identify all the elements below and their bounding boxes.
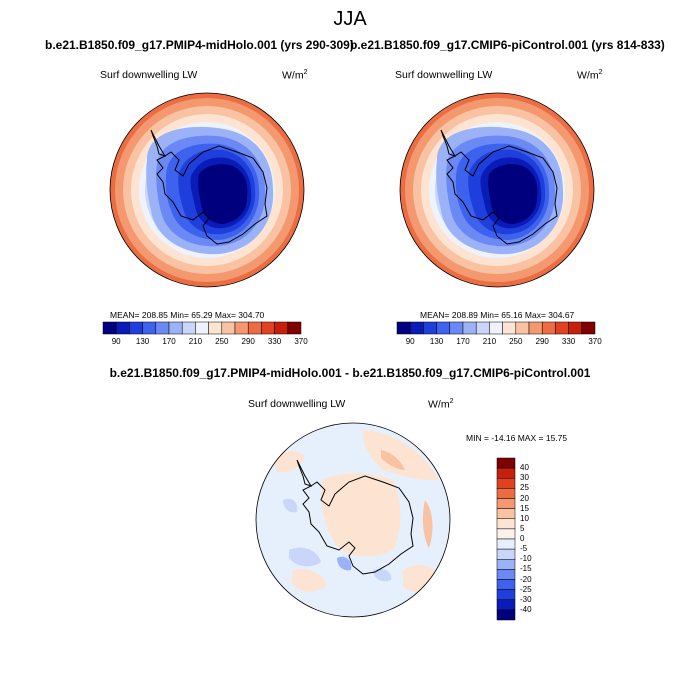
right-variable-label: Surf downwelling LW <box>395 69 493 81</box>
left-colorbar <box>102 321 302 335</box>
colorbar-tick-label: 170 <box>456 337 470 346</box>
colorbar-tick-label: 370 <box>588 337 602 346</box>
colorbar-tick-label: 330 <box>267 337 282 346</box>
right-stats: MEAN= 208.89 Min= 65.16 Max= 304.67 <box>420 310 575 320</box>
colorbar-tick-label: 30 <box>520 473 529 483</box>
right-run-title: b.e21.B1850.f09_g17.CMIP6-piControl.001 … <box>350 38 665 52</box>
colorbar-tick-label: 15 <box>520 503 529 513</box>
colorbar-tick-label: -10 <box>520 554 532 564</box>
colorbar-tick-label: 170 <box>162 337 176 346</box>
diff-variable-label: Surf downwelling LW <box>248 398 346 410</box>
difference-title: b.e21.B1850.f09_g17.PMIP4-midHolo.001 - … <box>109 366 591 380</box>
colorbar-tick-label: 210 <box>482 337 497 346</box>
left-variable-label: Surf downwelling LW <box>100 69 198 81</box>
diff-units-label: W/m2 <box>428 398 454 411</box>
colorbar-tick-label: 210 <box>188 337 203 346</box>
colorbar-tick-label: 290 <box>241 337 255 346</box>
colorbar-tick-label: -15 <box>520 564 532 574</box>
difference-polar-map <box>255 422 451 618</box>
right-polar-map <box>399 92 595 288</box>
colorbar-tick-label: 130 <box>135 337 150 346</box>
colorbar-tick-label: 5 <box>520 523 525 533</box>
right-colorbar <box>396 321 596 335</box>
right-units-label: W/m2 <box>577 69 603 82</box>
left-stats: MEAN= 208.85 Min= 65.29 Max= 304.70 <box>110 310 265 320</box>
left-units-label: W/m2 <box>282 69 308 82</box>
main-title: JJA <box>333 8 367 30</box>
colorbar-tick-label: -20 <box>520 574 532 584</box>
colorbar-tick-label: 250 <box>509 337 523 346</box>
colorbar-tick-label: -25 <box>520 584 532 594</box>
colorbar-tick-label: 10 <box>520 513 529 523</box>
colorbar-tick-label: -30 <box>520 594 532 604</box>
diff-stats: MIN = -14.16 MAX = 15.75 <box>466 433 568 443</box>
colorbar-tick-label: 290 <box>535 337 549 346</box>
colorbar-tick-label: -5 <box>520 544 528 554</box>
colorbar-tick-label: 330 <box>561 337 576 346</box>
left-polar-map <box>109 92 305 288</box>
colorbar-tick-label: 25 <box>520 483 529 493</box>
colorbar-tick-label: 20 <box>520 493 529 503</box>
colorbar-tick-label: 90 <box>405 337 415 346</box>
colorbar-tick-label: 90 <box>111 337 121 346</box>
colorbar-tick-label: 0 <box>520 534 525 543</box>
colorbar-tick-label: 40 <box>520 463 529 473</box>
left-run-title: b.e21.B1850.f09_g17.PMIP4-midHolo.001 (y… <box>45 38 354 52</box>
colorbar-tick-label: 250 <box>215 337 229 346</box>
colorbar-tick-label: -40 <box>520 604 532 614</box>
colorbar-tick-label: 370 <box>294 337 308 346</box>
colorbar-tick-label: 130 <box>429 337 444 346</box>
difference-colorbar <box>496 457 516 621</box>
